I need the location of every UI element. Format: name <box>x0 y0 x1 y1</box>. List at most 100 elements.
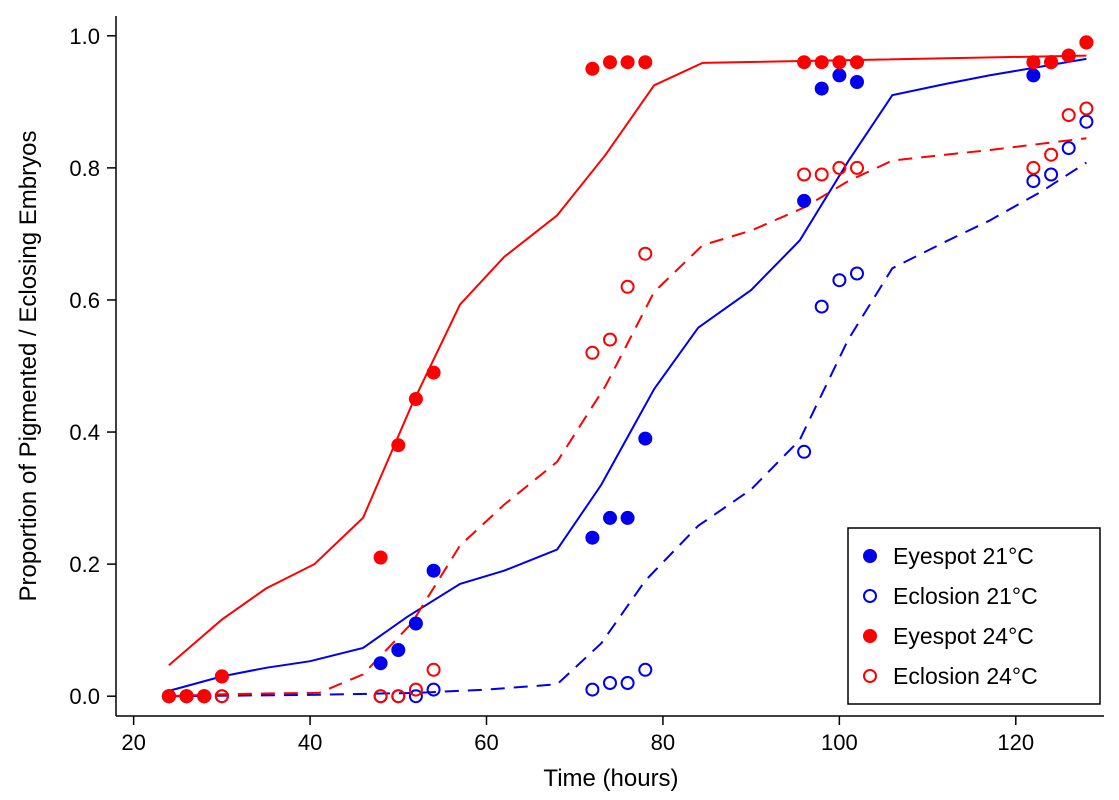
x-tick-label-20: 20 <box>121 730 145 755</box>
point-eyespot-21c-10 <box>620 510 635 525</box>
point-eyespot-21c-11 <box>638 431 653 446</box>
point-eclosion-21c-17 <box>1044 167 1059 182</box>
legend-label-eyespot-24c: Eyespot 24°C <box>893 623 1034 649</box>
point-eclosion-24c-17 <box>1044 147 1059 162</box>
point-eclosion-24c-12 <box>797 167 812 182</box>
x-tick-label-40: 40 <box>298 730 322 755</box>
legend-marker-eyespot-24c <box>863 629 877 643</box>
point-eclosion-24c-8 <box>585 345 600 360</box>
point-eclosion-21c-16 <box>1026 174 1041 189</box>
point-eclosion-21c-9 <box>603 676 617 690</box>
point-eclosion-24c-14 <box>832 160 847 175</box>
x-axis-title: Time (hours) <box>543 765 678 792</box>
point-eyespot-21c-5 <box>391 643 406 657</box>
x-ticks: 20 40 60 80 100 120 <box>121 716 1034 755</box>
legend-label-eyespot-21c: Eyespot 21°C <box>893 543 1034 569</box>
point-eclosion-21c-10 <box>620 676 635 690</box>
point-eyespot-21c-7 <box>426 563 441 578</box>
y-axis-title: Proportion of Pigmented / Eclosing Embry… <box>15 131 42 602</box>
y-tick-label-4: 0.8 <box>69 156 100 181</box>
point-eyespot-21c-14 <box>832 68 847 83</box>
fit-line-eyespot-21c <box>168 57 1087 692</box>
point-eclosion-21c-13 <box>814 299 829 314</box>
point-eclosion-21c-18 <box>1061 141 1076 156</box>
point-eclosion-24c-16 <box>1026 160 1041 175</box>
point-eyespot-24c-7 <box>426 365 441 380</box>
x-tick-label-100: 100 <box>821 730 858 755</box>
legend-marker-eclosion-21c <box>863 589 877 603</box>
point-eclosion-24c-9 <box>603 332 617 347</box>
point-eyespot-24c-14 <box>832 55 847 70</box>
point-eclosion-21c-8 <box>585 682 600 697</box>
y-tick-label-2: 0.4 <box>69 420 100 445</box>
x-tick-label-120: 120 <box>997 730 1034 755</box>
point-eclosion-24c-15 <box>850 160 864 175</box>
x-tick-label-80: 80 <box>651 730 675 755</box>
y-tick-label-3: 0.6 <box>69 288 100 313</box>
point-eclosion-21c-15 <box>850 266 864 281</box>
point-eclosion-24c-1 <box>179 689 194 704</box>
point-eyespot-21c-15 <box>850 75 864 89</box>
point-eclosion-21c-12 <box>797 444 812 459</box>
point-eyespot-21c-6 <box>408 616 423 631</box>
point-eclosion-21c-14 <box>832 273 847 288</box>
legend-box <box>847 527 1101 705</box>
point-eclosion-24c-10 <box>620 279 635 294</box>
point-eyespot-24c-13 <box>814 55 829 70</box>
fit-lines <box>168 54 1087 698</box>
point-eclosion-24c-5 <box>391 689 406 704</box>
legend-marker-eyespot-21c <box>863 549 877 563</box>
data-points <box>161 35 1094 704</box>
point-eyespot-21c-4 <box>373 656 388 671</box>
point-eyespot-21c-13 <box>814 81 829 96</box>
point-eyespot-24c-6 <box>408 392 423 406</box>
point-eyespot-21c-16 <box>1026 68 1041 83</box>
point-eclosion-24c-0 <box>161 689 176 704</box>
x-tick-label-60: 60 <box>474 730 498 755</box>
point-eclosion-24c-7 <box>426 662 441 677</box>
fit-line-eyespot-24c <box>168 54 1087 666</box>
point-eyespot-24c-16 <box>1026 55 1041 70</box>
point-eyespot-24c-18 <box>1061 48 1076 63</box>
point-eclosion-21c-11 <box>638 662 653 677</box>
point-eyespot-24c-0 <box>161 689 176 704</box>
point-eclosion-24c-11 <box>638 246 653 261</box>
y-tick-label-5: 1.0 <box>69 24 100 49</box>
legend-label-eclosion-24c: Eclosion 24°C <box>893 663 1038 689</box>
point-eyespot-24c-10 <box>620 55 635 70</box>
y-tick-label-1: 0.2 <box>69 552 100 577</box>
point-eclosion-24c-3 <box>214 689 229 704</box>
axes <box>115 16 1104 717</box>
point-eclosion-21c-19 <box>1079 114 1094 129</box>
y-ticks: 0.0 0.2 0.4 0.6 0.8 1.0 <box>69 24 116 709</box>
legend: Eyespot 21°C Eclosion 21°C Eyespot 24°C Ecl… <box>847 527 1101 705</box>
point-eclosion-24c-13 <box>814 167 829 182</box>
point-eyespot-24c-17 <box>1044 55 1059 70</box>
legend-marker-eclosion-24c <box>863 669 877 683</box>
point-eyespot-24c-4 <box>373 550 388 565</box>
point-eyespot-24c-12 <box>797 55 812 70</box>
fit-line-eclosion-21c <box>168 161 1087 698</box>
point-eyespot-24c-11 <box>638 55 653 70</box>
point-eclosion-24c-6 <box>408 682 423 697</box>
point-eyespot-24c-5 <box>391 438 406 453</box>
y-tick-label-0: 0.0 <box>69 684 100 709</box>
fit-line-eclosion-24c <box>168 137 1087 698</box>
point-eyespot-21c-12 <box>797 193 812 208</box>
point-eyespot-24c-1 <box>179 689 194 704</box>
point-eclosion-24c-2 <box>197 689 212 704</box>
point-eyespot-24c-2 <box>197 689 212 704</box>
point-eclosion-24c-18 <box>1061 108 1076 123</box>
legend-label-eclosion-21c: Eclosion 21°C <box>893 583 1038 609</box>
point-eyespot-21c-8 <box>585 530 600 545</box>
point-eclosion-21c-6 <box>408 689 423 704</box>
point-eclosion-21c-7 <box>426 682 441 697</box>
point-eyespot-24c-9 <box>603 55 617 70</box>
point-eclosion-24c-19 <box>1079 101 1094 116</box>
point-eyespot-21c-9 <box>603 510 617 525</box>
point-eyespot-24c-19 <box>1079 35 1094 50</box>
point-eyespot-24c-15 <box>850 55 864 70</box>
point-eclosion-24c-4 <box>373 689 388 704</box>
point-eyespot-24c-3 <box>214 669 229 684</box>
